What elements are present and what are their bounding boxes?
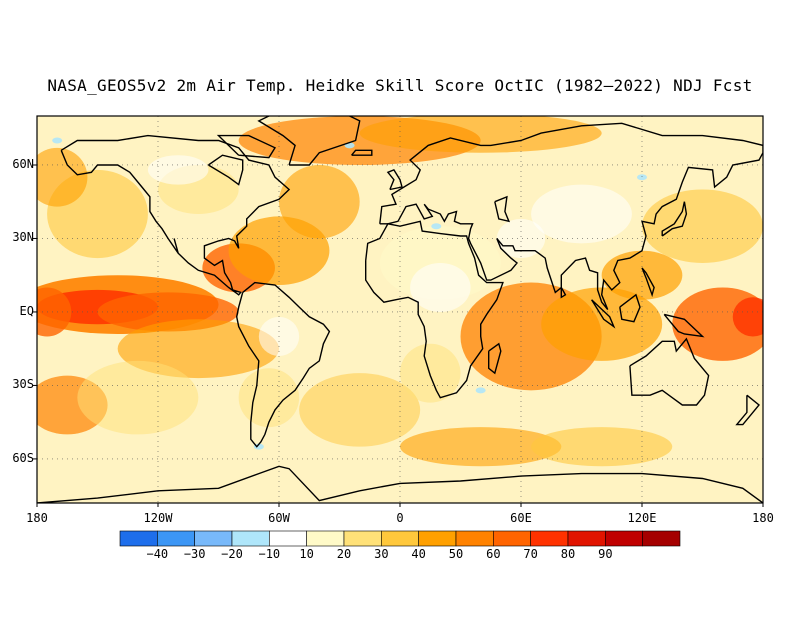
colorbar-swatch: [418, 530, 457, 547]
coastline-new-zealand: [735, 394, 760, 426]
colorbar-swatch: [269, 530, 307, 547]
skill-blob: [359, 116, 602, 153]
colorbar-label: −20: [221, 547, 243, 561]
skill-blob: [642, 189, 763, 263]
skill-blob: [238, 368, 300, 428]
colorbar-label: −30: [183, 547, 206, 561]
grid-lines: [37, 116, 763, 503]
coastline-africa: [365, 220, 504, 399]
low-skill-patch: [410, 262, 471, 312]
low-skill-patch: [531, 184, 632, 244]
negative-skill-speck: [52, 137, 63, 144]
coastline-caspian-sea: [494, 195, 511, 223]
negative-skill-speck: [637, 174, 647, 181]
low-skill-patch: [496, 218, 546, 259]
negative-skill-speck: [431, 223, 442, 230]
colorbar-swatch: [381, 530, 419, 547]
coastline-eurasia: [379, 122, 763, 310]
coastline-hudson-bay: [208, 154, 244, 186]
colorbar-label: −40: [146, 547, 169, 561]
skill-blob: [601, 250, 683, 300]
colorbar-swatch: [642, 530, 681, 547]
skill-blob: [279, 164, 360, 239]
lon-label: 0: [396, 511, 404, 525]
coastline-sumatra: [591, 299, 616, 329]
colorbar-swatch: [306, 530, 345, 547]
map-title: NASA_GEOS5v2 2m Air Temp. Heidke Skill S…: [47, 76, 753, 95]
skill-blob: [541, 287, 663, 361]
skill-blob: [37, 287, 72, 337]
lat-label: 30S: [12, 377, 34, 392]
skill-blob: [37, 147, 88, 207]
coastline-madagascar: [488, 342, 502, 375]
colorbar-label: 70: [523, 547, 538, 561]
negative-skill-speck: [475, 387, 486, 394]
colorbar: [119, 530, 681, 547]
colorbar-label: 60: [486, 547, 501, 561]
colorbar-label: 40: [411, 547, 426, 561]
colorbar-swatch: [567, 530, 606, 547]
colorbar-swatch: [530, 530, 569, 547]
skill-blob: [299, 373, 421, 447]
colorbar-label: 50: [448, 547, 464, 561]
axis-ticks: [33, 164, 764, 507]
skill-blob: [732, 297, 763, 337]
lat-label: 30N: [12, 230, 34, 245]
coastline-borneo: [619, 293, 641, 323]
coastline-north-america: [60, 134, 291, 296]
lon-label: 60W: [268, 511, 290, 525]
lon-label: 60E: [510, 511, 532, 525]
lat-label: 60N: [12, 156, 34, 171]
lon-label: 120W: [143, 511, 173, 525]
coastline-sri-lanka: [560, 287, 567, 299]
colorbar-swatch: [194, 530, 233, 547]
coastline-antarctica: [37, 465, 763, 503]
colorbar-swatch: [343, 530, 382, 547]
coastline-australia: [629, 337, 710, 406]
colorbar-label: 20: [336, 547, 352, 561]
colorbar-label: 30: [374, 547, 389, 561]
colorbar-swatch: [493, 530, 531, 547]
lon-label: 180: [752, 511, 774, 525]
colorbar-label: 80: [560, 547, 576, 561]
coastlines: [37, 116, 763, 503]
coastline-philippines: [641, 267, 655, 298]
coastline-south-america: [235, 281, 331, 448]
coastline-japan: [661, 201, 688, 237]
lat-label: 60S: [12, 450, 34, 465]
colorbar-swatch: [605, 530, 643, 547]
coastline-iceland: [351, 149, 373, 156]
colorbar-label: −10: [258, 547, 281, 561]
coastline-greenland: [257, 116, 361, 166]
colorbar-swatch: [455, 530, 494, 547]
skill-blob: [77, 360, 199, 435]
coastline-uk: [386, 169, 403, 191]
low-skill-patch: [147, 155, 209, 185]
lon-label: 180: [26, 511, 48, 525]
colorbar-swatch: [119, 530, 158, 547]
skill-blob: [531, 427, 673, 467]
colorbar-label: 90: [598, 547, 613, 561]
lon-label: 120E: [627, 511, 657, 525]
lat-label: EQ: [19, 303, 34, 318]
coastline-new-guinea: [663, 313, 705, 338]
colorbar-swatch: [231, 530, 270, 547]
colorbar-swatch: [157, 530, 195, 547]
coastline-baffin: [216, 134, 277, 159]
colorbar-label: 10: [299, 547, 314, 561]
